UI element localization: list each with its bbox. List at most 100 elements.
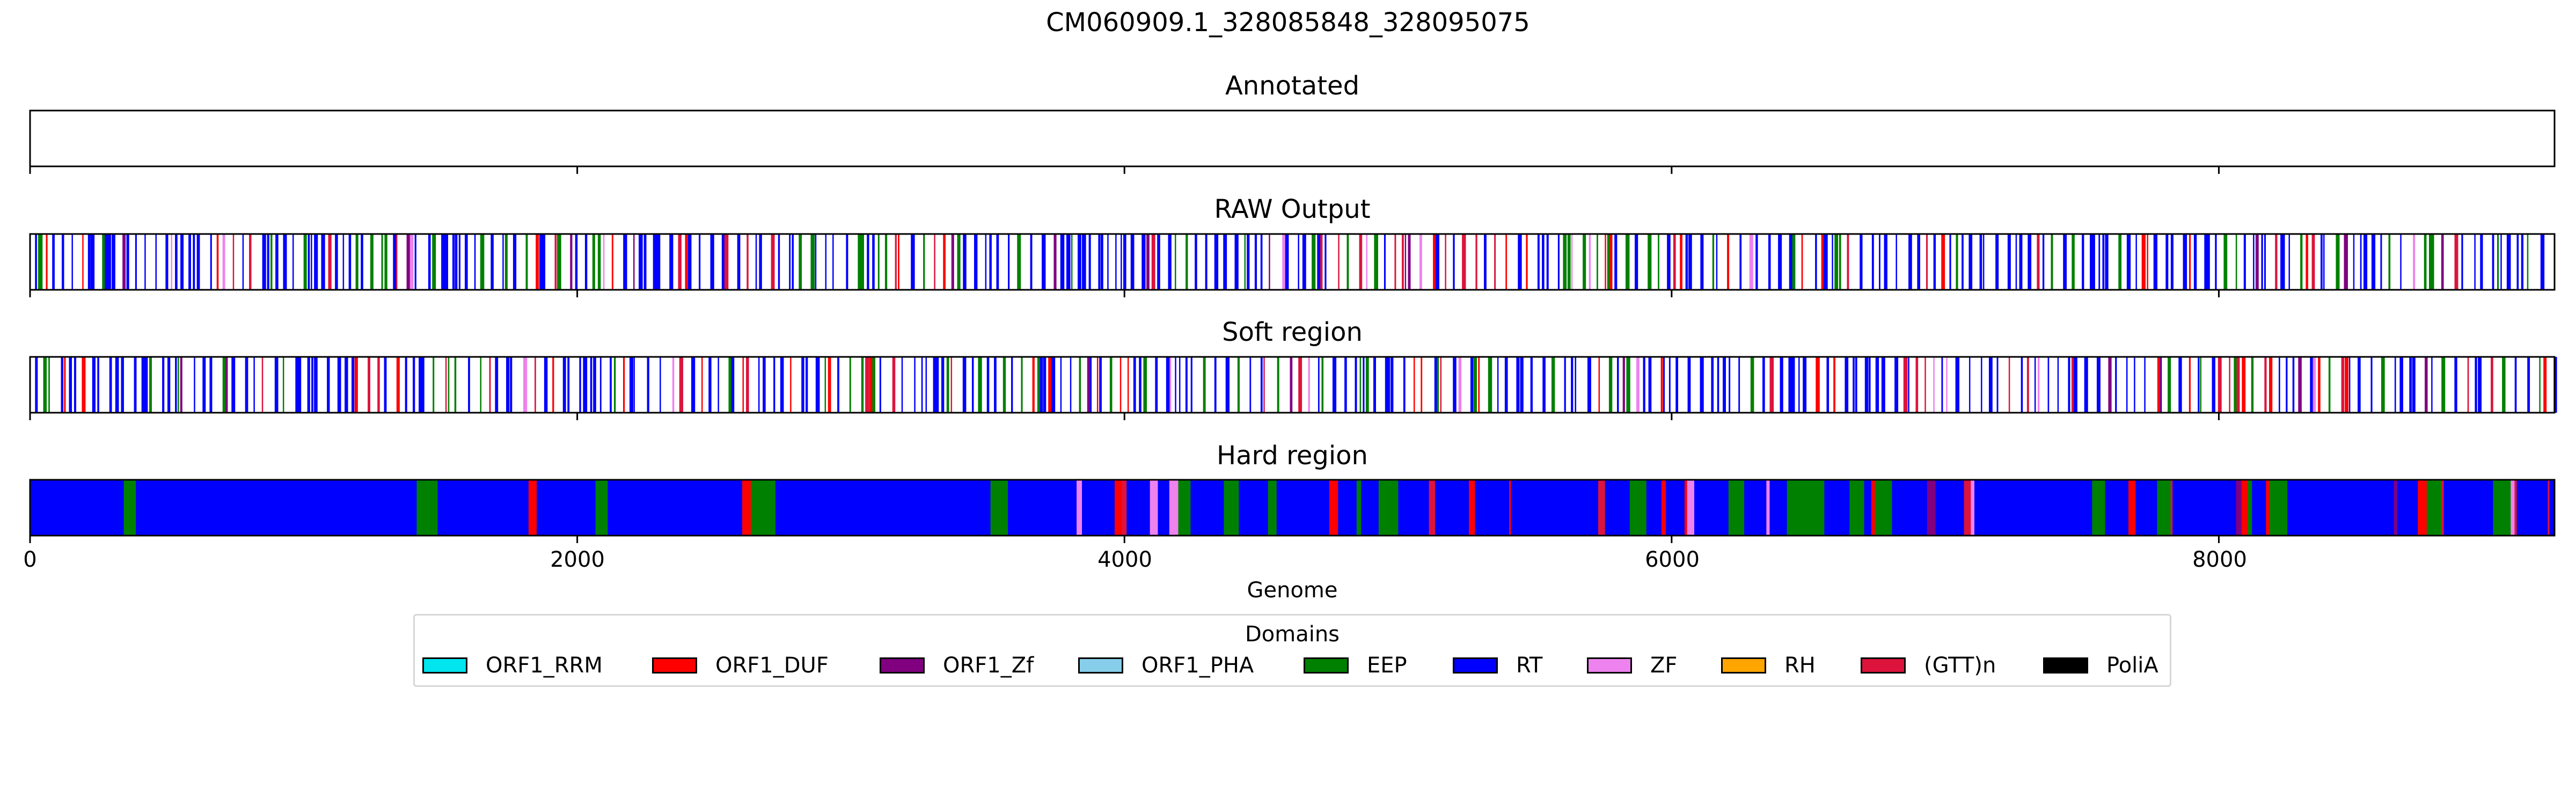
x-tick-label-0: 0 [23,547,37,572]
segment-rt [699,234,701,290]
segment-eep [270,234,273,290]
segment-rt [165,234,169,290]
segment-rt [1935,480,1949,536]
segment--gtt-n [1445,234,1446,290]
segment-rt [1853,357,1855,413]
segment-eep [129,480,136,536]
segment--gtt-n [1915,357,1919,413]
segment-rt [560,480,596,536]
segment-rt [1384,234,1386,290]
segment-rt [62,234,64,290]
segment-rt [1133,357,1136,413]
segment-rt [1436,234,1439,290]
segment-rt [30,480,55,536]
segment-zf [1150,480,1159,536]
segment-orf1-duf [1096,357,1099,413]
segment-rt [989,234,992,290]
segment-eep [557,234,561,290]
segment-rt [2243,234,2246,290]
segment-eep [1607,234,1611,290]
segment-eep [1626,357,1630,413]
segment-zf [1933,357,1935,413]
segment-orf1-duf [2242,357,2246,413]
segment-zf [2312,357,2316,413]
legend-item-rt: RT [1453,653,1587,678]
segment--gtt-n [1440,357,1442,413]
segment-rt [275,234,279,290]
segment-orf1-duf [1413,357,1415,413]
segment-rt [586,357,588,413]
segment-rt [1537,234,1540,290]
segment-rt [1860,234,1863,290]
segment-rt [1949,234,1951,290]
segment-rt [1568,480,1599,536]
segment-orf1-duf [869,357,873,413]
legend-label-orf1-zf: ORF1_Zf [943,653,1034,678]
segment-rt [501,480,519,536]
segment-eep [2200,357,2201,413]
segment-orf1-duf [1605,234,1606,290]
segment-rt [1298,234,1299,290]
segment-rt [1008,234,1010,290]
legend-label-rh: RH [1784,653,1816,678]
segment-rt [773,357,775,413]
segment-rt [1121,234,1122,290]
segment-rt [2540,234,2545,290]
segment--gtt-n [771,234,775,290]
x-tick-label-2000: 2000 [550,547,605,572]
segment--gtt-n [2236,357,2240,413]
segment-orf1-duf [943,234,946,290]
segment-rt [109,357,112,413]
segment-rt [2358,357,2361,413]
segment-rt [1979,234,1982,290]
segment-rt [1098,234,1101,290]
segment-rt [314,234,318,290]
panel-frame [29,356,2556,414]
segment-rt [314,357,318,413]
chart-title: CM060909.1_328085848_328095075 [1046,8,1530,38]
segment-rt [731,357,735,413]
segment-orf1-duf [2189,357,2191,413]
segment--gtt-n [1598,480,1606,536]
segment-rt [2348,357,2351,413]
segment-zf [603,234,605,290]
segment-eep [1583,234,1586,290]
segment-rt [2057,357,2059,413]
segment-rt [1260,357,1263,413]
segment-orf1-duf [1048,357,1052,413]
segment-rt [911,234,915,290]
segment-orf1-zf [406,234,411,290]
segment-rt [61,357,64,413]
segment-rt [245,357,248,413]
segment-rt [647,357,649,413]
segment-rt [2134,357,2135,413]
segment-rt [1069,234,1071,290]
segment-orf1-duf [1661,480,1666,536]
segment-orf1-zf [1087,357,1091,413]
segment-rt [639,234,643,290]
segment-orf1-duf [2306,234,2308,290]
segment-rt [87,234,91,290]
segment-eep [1608,357,1613,413]
segment-rt [1542,357,1546,413]
segment-rt [832,234,834,290]
segment-rt [264,480,289,536]
segment-rt [1635,234,1638,290]
segment-rt [1195,234,1197,290]
segment-eep [2251,357,2254,413]
segment-rt [1864,480,1872,536]
segment-rt [1318,357,1320,413]
segment--gtt-n [2008,357,2010,413]
segment-eep [1312,234,1316,290]
segment-rt [1667,234,1671,290]
segment-eep [1792,234,1796,290]
segment-eep [2493,480,2511,536]
panel-title-hard-region: Hard region [1217,441,1368,471]
segment-zf [1589,234,1591,290]
legend-label-orf1-pha: ORF1_PHA [1141,653,1254,678]
segment-rt [1036,480,1045,536]
segment-rt [1988,357,1993,413]
segment-zf [2413,234,2416,290]
segment-eep [2234,357,2237,413]
segment-orf1-duf [828,357,831,413]
